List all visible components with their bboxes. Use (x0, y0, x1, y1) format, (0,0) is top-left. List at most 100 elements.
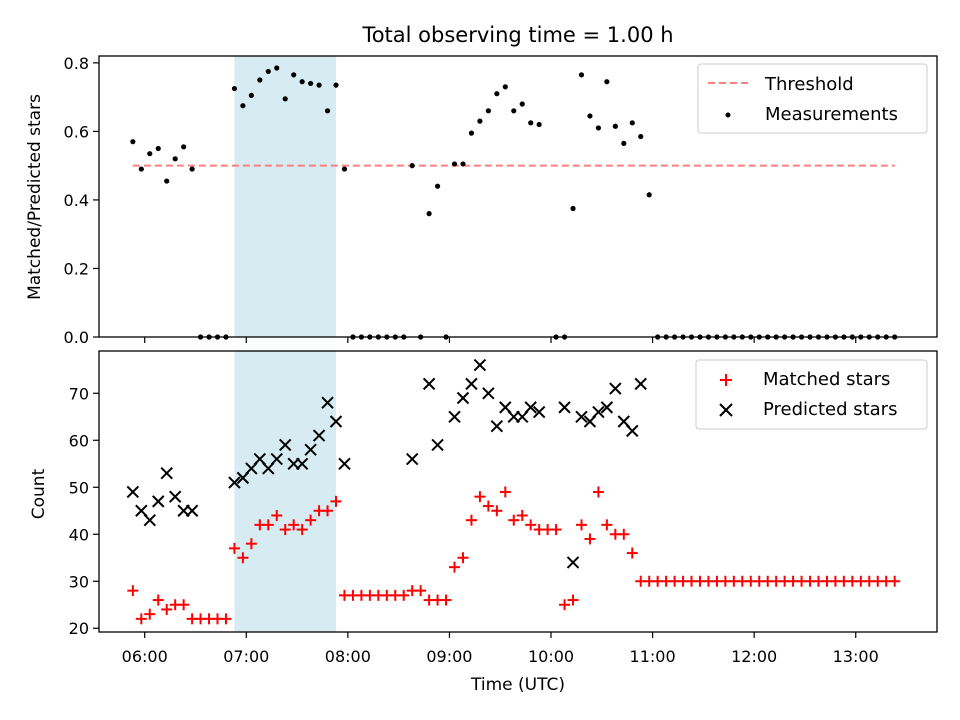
predicted-point (473, 358, 487, 372)
measurement-point (341, 166, 348, 172)
x-tick-label: 08:00 (325, 647, 371, 666)
matched-point (626, 547, 638, 559)
measurement-point (578, 72, 585, 78)
measurement-point (468, 130, 475, 136)
predicted-point (524, 401, 537, 414)
measurement-point (130, 139, 136, 145)
matched-point (398, 589, 410, 601)
matched-point (584, 533, 596, 545)
predicted-point (228, 476, 241, 489)
predicted-point (566, 556, 580, 569)
measurement-point (333, 82, 339, 88)
matched-point (474, 491, 486, 503)
matched-point (889, 575, 901, 587)
x-axis-label: Time (UTC) (470, 675, 565, 695)
matched-point (178, 599, 190, 611)
matched-point (152, 594, 164, 606)
y-tick-label: 40 (69, 525, 89, 544)
legend-predicted-swatch (719, 403, 733, 417)
top-axes-frame (98, 55, 938, 338)
matched-point (559, 599, 571, 611)
measurement-point (316, 82, 322, 88)
measurement-point (536, 121, 542, 128)
top-legend-box (697, 63, 928, 134)
bottom-highlight-span (234, 351, 337, 632)
measurement-point (502, 84, 508, 90)
predicted-point (168, 490, 182, 503)
y-tick-label: 70 (69, 384, 89, 403)
legend-matched-swatch (720, 374, 732, 386)
measurement-point (451, 161, 458, 167)
bottom-x-ticks: 06:00 07:00 08:00 09:00 10:00 11:00 12:00 13:00 (122, 632, 879, 666)
measurement-point (638, 133, 644, 140)
measurement-point (629, 120, 635, 126)
matched-point (525, 519, 537, 531)
x-tick-label: 07:00 (223, 647, 269, 666)
measurement-point (604, 79, 610, 85)
measurement-point (231, 85, 238, 92)
matched-point (144, 608, 156, 620)
measurement-point (528, 120, 534, 126)
predicted-point (422, 377, 436, 391)
matched-point (508, 514, 520, 526)
measurement-point (587, 113, 593, 119)
predicted-point (431, 438, 444, 452)
matched-point (237, 552, 249, 564)
measurement-point (181, 144, 187, 150)
matched-point (465, 514, 477, 526)
top-y-ticks: 0.0 0.2 0.4 0.6 0.8 (64, 54, 99, 347)
x-tick-label: 13:00 (833, 647, 879, 666)
matched-point (499, 486, 511, 498)
legend-measurements-label: Measurements (765, 104, 898, 125)
legend-matched-label: Matched stars (763, 369, 890, 390)
top-y-axis-label: Matched/Predicted stars (25, 94, 45, 300)
x-tick-label: 06:00 (122, 647, 168, 666)
measurement-point (308, 80, 314, 87)
chart-title: Total observing time = 1.00 h (361, 23, 673, 47)
predicted-point (575, 410, 588, 423)
predicted-point (152, 495, 165, 508)
matched-point (482, 500, 494, 512)
matched-point (567, 594, 579, 606)
predicted-point (465, 377, 478, 391)
y-tick-label: 0.4 (64, 191, 89, 210)
matched-point (592, 486, 604, 498)
predicted-point (312, 429, 326, 442)
measurement-point (155, 145, 161, 152)
matched-point (322, 505, 334, 517)
measurement-point (485, 108, 491, 114)
measurement-point (164, 178, 170, 184)
top-x-ticks (144, 337, 857, 343)
y-tick-label: 0.2 (64, 259, 89, 278)
measurement-point (570, 205, 576, 212)
measurement-point (265, 68, 271, 75)
measurement-point (299, 79, 305, 85)
predicted-point (126, 485, 140, 499)
y-tick-label: 60 (69, 431, 89, 450)
bottom-legend-box (695, 359, 928, 430)
y-tick-label: 0.0 (64, 328, 89, 347)
bottom-axes-frame (98, 350, 938, 633)
matched-point (262, 519, 274, 531)
legend-measurements-swatch (725, 112, 731, 118)
predicted-point (405, 452, 419, 466)
top-highlight-span (234, 56, 337, 337)
measurement-point (138, 166, 144, 172)
matched-point (279, 524, 291, 536)
measurement-point (477, 118, 483, 124)
matched-point (550, 524, 562, 536)
measurement-point (595, 125, 602, 131)
matched-point (305, 514, 317, 526)
matched-point (415, 585, 427, 597)
predicted-point (143, 513, 156, 527)
matched-point (135, 613, 147, 625)
legend-predicted-label: Predicted stars (763, 399, 897, 420)
x-tick-label: 10:00 (528, 647, 574, 666)
predicted-point (329, 415, 343, 428)
measurement-point (291, 72, 297, 78)
matched-point (271, 509, 283, 521)
legend-threshold-label: Threshold (764, 74, 854, 95)
matched-point (228, 542, 240, 554)
predicted-point (304, 443, 317, 456)
